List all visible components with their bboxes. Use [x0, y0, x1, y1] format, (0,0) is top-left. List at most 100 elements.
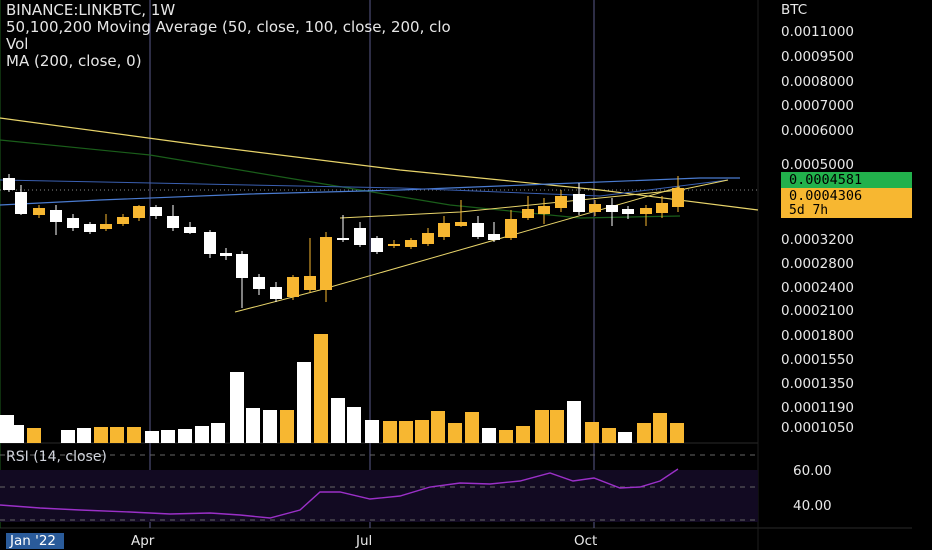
price-axis-label: 0.0001550: [781, 352, 855, 368]
volume-bar: [331, 398, 345, 443]
candle-body: [555, 196, 567, 208]
volume-bar: [145, 431, 159, 443]
candle-body: [204, 232, 216, 254]
volume-bar: [297, 362, 311, 443]
volume-bar: [195, 426, 209, 443]
candle-body: [236, 254, 248, 278]
candle-body: [33, 208, 45, 215]
volume-bar: [383, 421, 397, 443]
rsi-indicator-label[interactable]: RSI (14, close): [6, 449, 107, 465]
right-gutter: [912, 0, 932, 550]
candle-body: [438, 223, 450, 237]
ma100-line: [0, 177, 740, 206]
candle-body: [3, 178, 15, 190]
volume-bar: [61, 430, 75, 443]
candle-body: [472, 223, 484, 237]
rsi-line: [0, 468, 679, 519]
volume-bar: [127, 427, 141, 443]
price-axis-label: 0.0005000: [781, 157, 855, 173]
price-axis-label: 0.0007000: [781, 98, 855, 114]
candle-body: [573, 194, 585, 212]
candle-body: [150, 207, 162, 216]
candle-body: [522, 209, 534, 218]
volume-bar: [161, 430, 175, 443]
volume-bar: [246, 408, 260, 443]
price-axis-label: 0.0001800: [781, 328, 855, 344]
symbol-title[interactable]: BINANCE:LINKBTC, 1W: [6, 1, 176, 19]
volume-bar: [211, 423, 225, 443]
volume-bar: [178, 429, 192, 443]
candle-body: [133, 206, 145, 218]
volume-bar: [27, 428, 41, 443]
candle-body: [320, 237, 332, 290]
volume-bar: [618, 432, 632, 443]
volume-bar: [465, 412, 479, 443]
countdown-tag: 5d 7h: [781, 203, 912, 218]
ma-indicator-label[interactable]: 50,100,200 Moving Average (50, close, 10…: [6, 18, 451, 36]
volume-bar: [10, 425, 24, 443]
volume-bar: [602, 428, 616, 443]
volume-indicator-label[interactable]: Vol: [6, 35, 29, 53]
price-axis-label: 0.0001050: [781, 420, 855, 436]
candle-body: [253, 277, 265, 289]
candle-body: [270, 287, 282, 299]
candle-body: [100, 224, 112, 229]
volume-bar: [280, 410, 294, 443]
candle-body: [354, 228, 366, 245]
time-label-apr: Apr: [131, 533, 155, 549]
ma200-indicator-label[interactable]: MA (200, close, 0): [6, 52, 142, 70]
price-axis-label: 0.0008000: [781, 74, 855, 90]
candle-body: [589, 204, 601, 212]
volume-bar: [230, 372, 244, 443]
volume-bar: [399, 421, 413, 443]
time-label-jan22: Jan '22: [6, 533, 64, 549]
rsi-axis-label-60: 60.00: [793, 463, 832, 479]
candle-body: [488, 234, 500, 240]
candle-body: [117, 217, 129, 224]
candle-body: [388, 244, 400, 246]
time-label-oct: Oct: [574, 533, 598, 549]
candle-body: [622, 209, 634, 214]
price-axis-label: 0.0002800: [781, 256, 855, 272]
volume-bar: [499, 430, 513, 443]
volume-bar: [77, 428, 91, 443]
volume-bar: [448, 423, 462, 443]
rsi-axis-label-40: 40.00: [793, 498, 832, 514]
candle-body: [371, 238, 383, 252]
candle-body: [455, 222, 467, 226]
volume-bar: [516, 426, 530, 443]
candle-body: [656, 203, 668, 213]
price-axis-label: 0.0011000: [781, 24, 855, 40]
price-axis-label: 0.0001350: [781, 376, 855, 392]
candle-body: [304, 276, 316, 290]
volume-bar: [94, 427, 108, 443]
volume-bar: [263, 410, 277, 443]
candle-body: [405, 240, 417, 247]
time-label-jul: Jul: [356, 533, 373, 549]
candle-body: [167, 216, 179, 228]
volume-bar: [347, 407, 361, 443]
candle-body: [505, 219, 517, 238]
volume-bar: [670, 423, 684, 443]
volume-bar: [314, 334, 328, 443]
price-axis-label: 0.0002400: [781, 280, 855, 296]
candle-body: [538, 206, 550, 214]
volume-bar: [535, 410, 549, 443]
candle-body: [606, 205, 618, 212]
volume-bar: [431, 411, 445, 443]
candle-body: [672, 188, 684, 207]
candle-body: [184, 227, 196, 233]
price-axis-label: 0.0003200: [781, 232, 855, 248]
price-axis-label: 0.0001190: [781, 400, 855, 416]
candle-body: [220, 253, 232, 256]
candle-body: [422, 233, 434, 244]
candle-body: [15, 192, 27, 214]
rsi-band: [0, 470, 758, 522]
volume-bar: [415, 420, 429, 443]
volume-bar: [110, 427, 124, 443]
volume-bar: [365, 420, 379, 443]
price-axis-label: 0.0009500: [781, 49, 855, 65]
volume-bar: [585, 422, 599, 443]
